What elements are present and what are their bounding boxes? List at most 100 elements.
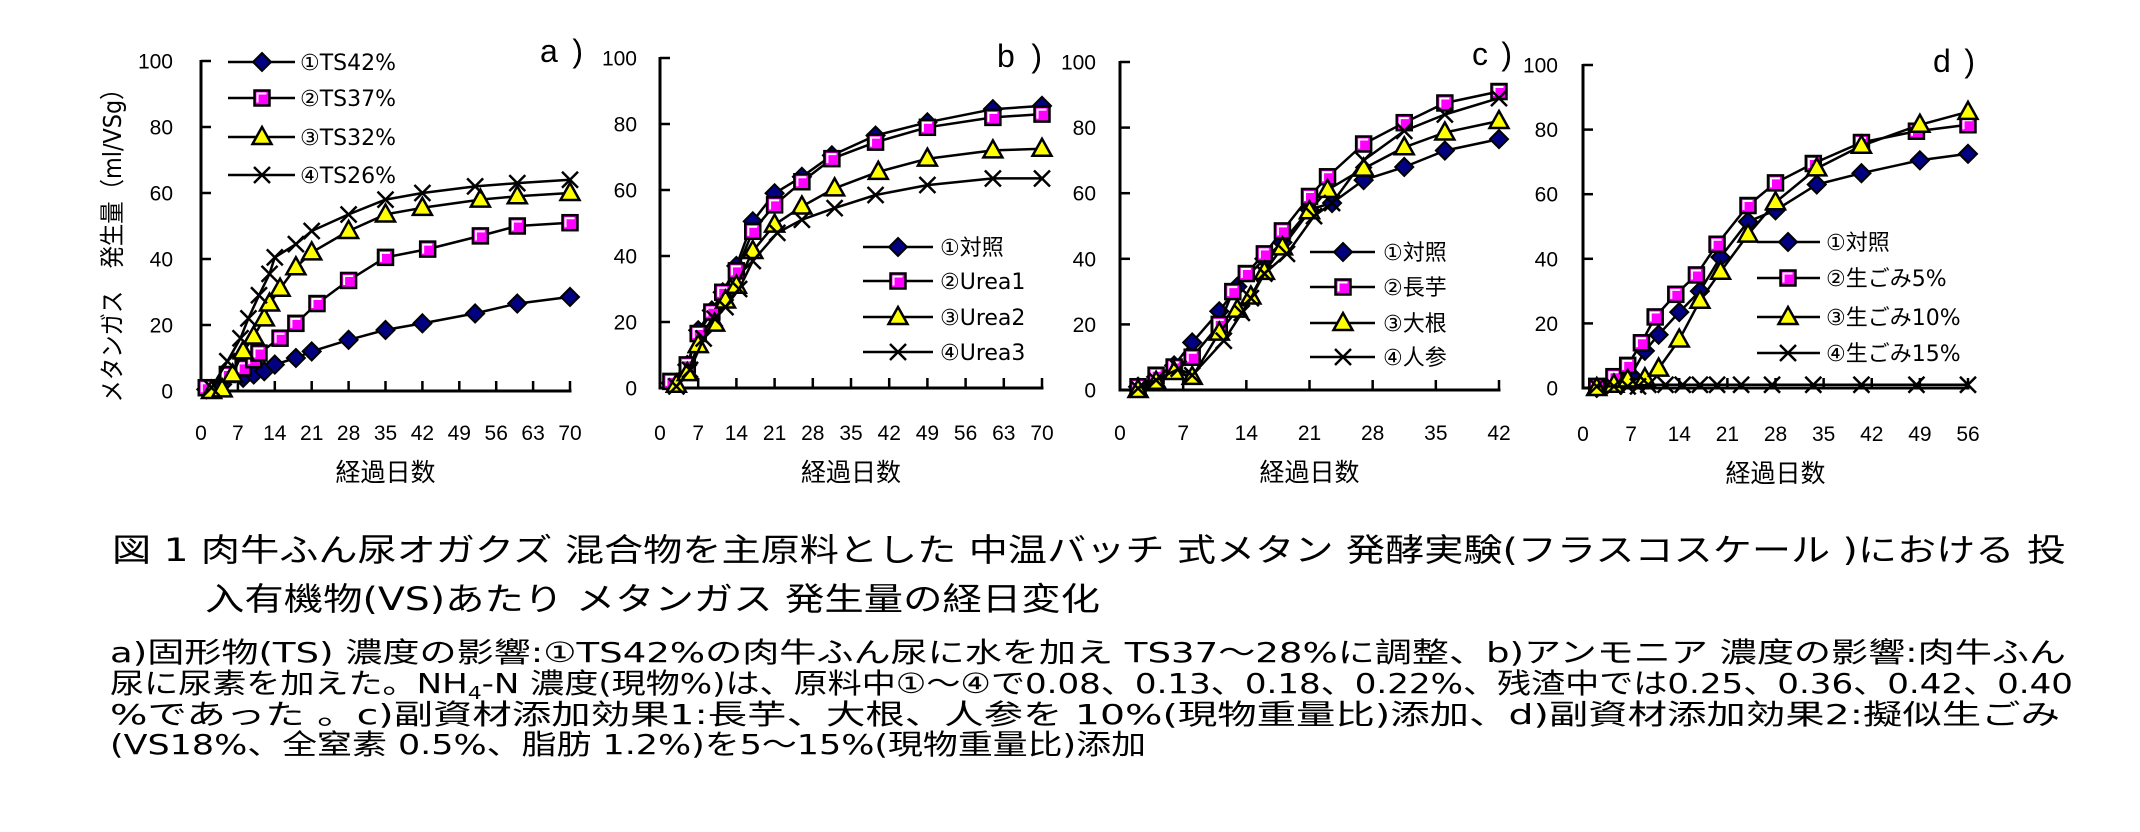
x-marker-stroke [1232,304,1251,322]
x-tick-label: 63 [992,422,1015,445]
legend-diamond-icon [251,51,273,73]
x-marker-stroke [825,199,844,218]
legend-item: ①対照 [863,236,1004,261]
data-point [287,235,305,254]
figure-title-line-2: 入有機物(VS)あたり メタンガス 発生量の経日変化 [205,580,1100,618]
y-axis-title: メタンガス 発生量（ml/VSg） [98,78,127,403]
legend-triangle-icon [1331,310,1355,332]
diamond-marker [264,354,286,376]
x-tick-label: 35 [1424,422,1447,445]
data-point [984,108,1002,127]
y-tick-label: 60 [614,180,637,203]
data-point [418,240,437,258]
x-marker-stroke [1435,105,1454,124]
square-marker-highlight [1304,190,1314,201]
data-point [1323,194,1341,212]
data-point [1806,174,1828,195]
legend-label: ③Urea2 [940,306,1025,331]
panel-label: c ) [1472,36,1512,72]
series-line [211,191,571,393]
legend-x-icon [889,343,907,361]
data-point [1255,264,1274,283]
y-tick-label: 40 [1535,248,1558,271]
data-point [765,196,784,214]
legend-item: ②TS37% [228,87,396,112]
data-point [1739,196,1757,215]
x-marker-stroke [1334,348,1352,366]
x-tick-label: 49 [1908,423,1931,446]
data-point [287,314,305,333]
x-marker-stroke [1241,289,1260,308]
x-marker-stroke [1169,359,1188,378]
x-marker-stroke [1278,244,1296,263]
square-marker-highlight [769,199,780,210]
data-point [1648,324,1670,346]
square-marker-highlight [1742,200,1753,211]
data-point [260,264,279,283]
square-marker-highlight [256,92,267,103]
legend-diamond-icon [887,236,909,258]
data-point [866,159,890,181]
y-tick-label: 0 [1546,378,1558,401]
diamond-marker [301,340,323,362]
data-point [410,195,435,217]
legend-triangle-icon [250,124,274,146]
data-point [1804,375,1823,394]
x-marker-stroke [1779,344,1797,362]
x-tick-label: 7 [1177,422,1189,445]
legend-triangle-icon [1776,304,1800,326]
diamond-marker [285,347,307,369]
triangle-marker [866,159,890,181]
diamond-marker [1806,174,1828,195]
panel-label: a ) [540,33,583,69]
note-line-1: a)固形物(TS) 濃度の影響:①TS42%の肉牛ふん尿に水を加え TS37～2… [110,636,2066,669]
x-marker-stroke [984,169,1002,188]
triangle-marker [915,146,940,167]
triangle-marker [250,124,274,146]
data-point [1169,359,1188,378]
triangle-marker [284,254,308,276]
diamond-marker [506,293,528,314]
data-point [468,187,493,208]
data-point [308,294,326,313]
triangle-marker [1487,108,1511,130]
data-point [768,224,787,242]
x-tick-label: 0 [1577,423,1589,446]
x-marker-stroke [1732,375,1751,394]
x-tick-label: 63 [521,422,544,445]
series-4 [202,170,579,397]
x-marker-stroke [202,378,221,397]
triangle-marker [505,183,529,205]
x-marker-stroke [1804,375,1823,394]
legend: ①対照 ②Urea1 ③Urea2 ④Urea3 [863,236,1025,366]
data-point [220,361,245,383]
diamond-marker [1393,156,1415,178]
data-point [1255,245,1274,263]
data-point [339,205,358,224]
square-marker-highlight [1213,318,1224,329]
data-point [302,222,321,240]
square-marker-highlight [987,111,998,122]
square-marker-highlight [274,332,285,343]
y-tick-label: 20 [1535,313,1558,336]
triangle-marker [1849,133,1874,154]
x-marker-stroke [889,343,907,361]
data-point [1688,288,1712,310]
data-point [1667,285,1685,304]
data-point [1690,375,1709,394]
data-point [866,133,885,151]
y-tick-label: 60 [1073,183,1096,206]
x-tick-label: 21 [763,422,786,445]
x-marker-stroke [1183,366,1202,385]
data-point [231,329,250,348]
x-axis-title: 経過日数 [1725,459,1825,488]
data-point [202,378,221,397]
data-point [1033,105,1051,123]
x-tick-label: 70 [558,422,581,445]
x-marker-stroke [561,170,579,189]
chart-panel-c: 0 20 40 60 80 100 0 7 14 21 28 35 42 経過日数 c ) ①対照 ②長芋 ③大根… [1061,36,1512,487]
legend-item: ④Urea3 [863,341,1025,366]
square-marker-highlight [1227,286,1238,297]
data-point [218,352,237,371]
square-marker-highlight [730,265,741,276]
